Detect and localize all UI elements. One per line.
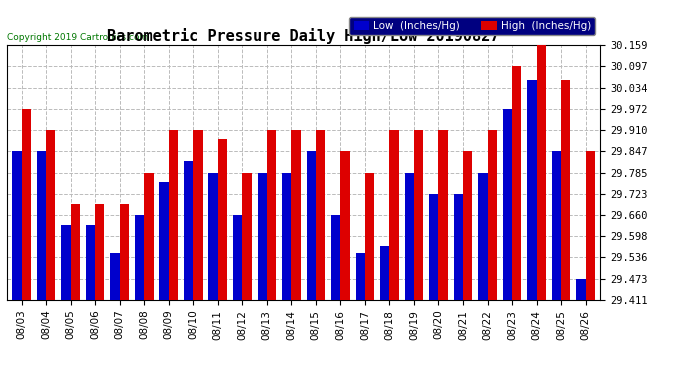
Bar [463, 152, 472, 300]
Bar [512, 66, 522, 300]
Bar [414, 130, 423, 300]
Bar [316, 130, 325, 300]
Bar [282, 172, 291, 300]
Bar [257, 172, 267, 300]
Bar [503, 109, 512, 300]
Bar [208, 172, 218, 300]
Bar [576, 279, 586, 300]
Bar [21, 109, 31, 300]
Bar [438, 130, 448, 300]
Bar [184, 160, 193, 300]
Bar [291, 130, 301, 300]
Bar [561, 81, 571, 300]
Bar [380, 246, 389, 300]
Bar [46, 130, 55, 300]
Legend: Low  (Inches/Hg), High  (Inches/Hg): Low (Inches/Hg), High (Inches/Hg) [349, 17, 595, 35]
Bar [453, 194, 463, 300]
Bar [586, 152, 595, 300]
Bar [233, 215, 242, 300]
Bar [306, 152, 316, 300]
Bar [488, 130, 497, 300]
Bar [193, 130, 203, 300]
Bar [119, 204, 129, 300]
Bar [331, 215, 340, 300]
Bar [169, 130, 178, 300]
Bar [267, 130, 276, 300]
Bar [135, 215, 144, 300]
Bar [242, 172, 252, 300]
Bar [355, 253, 365, 300]
Bar [95, 204, 104, 300]
Bar [340, 152, 350, 300]
Bar [86, 225, 95, 300]
Bar [404, 172, 414, 300]
Bar [552, 152, 561, 300]
Text: Copyright 2019 Cartronics.com: Copyright 2019 Cartronics.com [7, 33, 148, 42]
Bar [144, 172, 154, 300]
Bar [537, 45, 546, 300]
Bar [70, 204, 80, 300]
Bar [478, 172, 488, 300]
Bar [110, 253, 119, 300]
Bar [389, 130, 399, 300]
Bar [429, 194, 438, 300]
Title: Barometric Pressure Daily High/Low 20190827: Barometric Pressure Daily High/Low 20190… [108, 28, 500, 44]
Bar [218, 140, 227, 300]
Bar [61, 225, 70, 300]
Bar [365, 172, 374, 300]
Bar [12, 152, 21, 300]
Bar [159, 182, 169, 300]
Bar [527, 81, 537, 300]
Bar [37, 152, 46, 300]
